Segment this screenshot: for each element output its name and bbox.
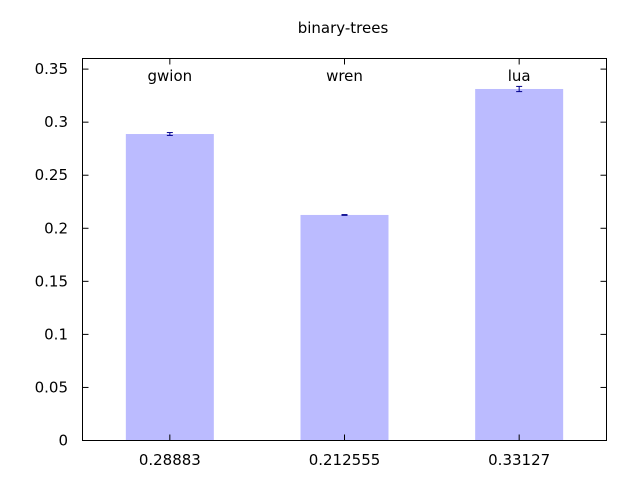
y-tick-label: 0.05: [35, 378, 68, 396]
y-tick-label: 0.25: [35, 166, 68, 184]
bar-gwion: [125, 134, 214, 441]
category-label-lua: lua: [508, 67, 531, 85]
bars-layer: [125, 88, 564, 441]
category-label-wren: wren: [326, 67, 363, 85]
y-tick-label: 0: [58, 432, 68, 450]
category-label-gwion: gwion: [148, 67, 193, 85]
error-bars-layer: [166, 85, 523, 216]
y-axis: 0 0.05 0.1 0.15 0.2 0.25 0.3 0.35: [35, 60, 607, 450]
x-axis: 0.28883 0.212555 0.33127: [139, 58, 550, 469]
y-tick-label: 0.2: [44, 219, 68, 237]
x-tick-label: 0.212555: [309, 451, 381, 469]
y-tick-label: 0.15: [35, 272, 68, 290]
y-tick-label: 0.3: [44, 113, 68, 131]
chart-title: binary-trees: [298, 19, 389, 37]
y-tick-label: 0.35: [35, 60, 68, 78]
bar-lua: [475, 88, 564, 441]
bar-wren: [300, 214, 389, 441]
y-tick-label: 0.1: [44, 325, 68, 343]
category-labels-layer: gwion wren lua: [148, 67, 531, 85]
x-tick-label: 0.33127: [488, 451, 550, 469]
x-tick-label: 0.28883: [139, 451, 201, 469]
